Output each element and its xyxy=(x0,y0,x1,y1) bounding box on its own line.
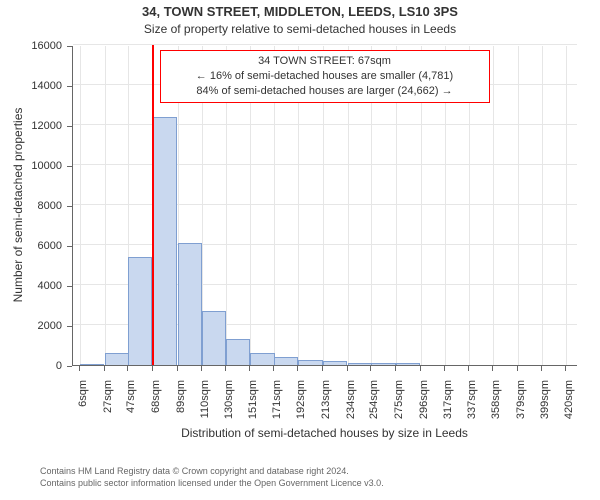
x-tick-mark xyxy=(79,366,80,371)
gridline-v xyxy=(566,46,567,365)
y-tick-mark xyxy=(67,86,72,87)
y-tick-mark xyxy=(67,366,72,367)
x-tick-label: 399sqm xyxy=(539,380,551,480)
x-tick-label: 296sqm xyxy=(418,380,430,480)
x-tick-label: 275sqm xyxy=(393,380,405,480)
x-tick-mark xyxy=(152,366,153,371)
y-tick-label: 10000 xyxy=(0,160,62,172)
x-tick-mark xyxy=(273,366,274,371)
y-tick-mark xyxy=(67,286,72,287)
x-tick-label: 379sqm xyxy=(515,380,527,480)
y-tick-label: 2000 xyxy=(0,320,62,332)
gridline-h xyxy=(73,124,577,125)
histogram-bar xyxy=(298,360,322,365)
gridline-h xyxy=(73,164,577,165)
histogram-bar xyxy=(371,363,395,365)
x-tick-mark xyxy=(541,366,542,371)
x-tick-label: 6sqm xyxy=(77,380,89,480)
histogram-bar xyxy=(105,353,129,365)
x-tick-mark xyxy=(127,366,128,371)
x-tick-label: 234sqm xyxy=(345,380,357,480)
y-tick-mark xyxy=(67,166,72,167)
histogram-bar xyxy=(396,363,420,365)
x-tick-mark xyxy=(565,366,566,371)
footer-line-2: Contains public sector information licen… xyxy=(40,478,384,490)
annotation-line-2: ← 16% of semi-detached houses are smalle… xyxy=(167,69,483,84)
x-tick-mark xyxy=(517,366,518,371)
x-tick-mark xyxy=(444,366,445,371)
chart-title: 34, TOWN STREET, MIDDLETON, LEEDS, LS10 … xyxy=(0,4,600,20)
footer-line-1: Contains HM Land Registry data © Crown c… xyxy=(40,466,384,478)
y-tick-mark xyxy=(67,126,72,127)
x-tick-label: 68sqm xyxy=(150,380,162,480)
marker-line xyxy=(152,45,154,365)
x-tick-label: 171sqm xyxy=(271,380,283,480)
histogram-bar xyxy=(250,353,274,365)
y-tick-label: 16000 xyxy=(0,40,62,52)
y-tick-label: 14000 xyxy=(0,80,62,92)
y-tick-label: 4000 xyxy=(0,280,62,292)
y-tick-label: 8000 xyxy=(0,200,62,212)
y-tick-label: 0 xyxy=(0,360,62,372)
gridline-v xyxy=(542,46,543,365)
x-tick-mark xyxy=(297,366,298,371)
x-tick-label: 213sqm xyxy=(320,380,332,480)
histogram-bar xyxy=(153,117,177,365)
histogram-bar xyxy=(128,257,152,365)
x-tick-label: 317sqm xyxy=(442,380,454,480)
footer: Contains HM Land Registry data © Crown c… xyxy=(40,466,384,489)
x-tick-label: 151sqm xyxy=(247,380,259,480)
annotation-line-1: 34 TOWN STREET: 67sqm xyxy=(167,54,483,69)
x-tick-mark xyxy=(177,366,178,371)
gridline-v xyxy=(493,46,494,365)
histogram-bar xyxy=(80,364,104,365)
x-tick-label: 47sqm xyxy=(125,380,137,480)
histogram-bar xyxy=(323,361,347,365)
y-tick-mark xyxy=(67,46,72,47)
histogram-bar xyxy=(226,339,250,365)
x-tick-mark xyxy=(322,366,323,371)
x-tick-label: 27sqm xyxy=(102,380,114,480)
x-tick-mark xyxy=(104,366,105,371)
x-tick-mark xyxy=(420,366,421,371)
y-tick-mark xyxy=(67,206,72,207)
x-tick-mark xyxy=(468,366,469,371)
x-tick-mark xyxy=(225,366,226,371)
gridline-v xyxy=(105,46,106,365)
y-tick-label: 6000 xyxy=(0,240,62,252)
x-tick-label: 420sqm xyxy=(563,380,575,480)
x-tick-mark xyxy=(347,366,348,371)
x-tick-mark xyxy=(395,366,396,371)
histogram-bar xyxy=(348,363,372,365)
gridline-v xyxy=(518,46,519,365)
x-tick-mark xyxy=(249,366,250,371)
x-tick-mark xyxy=(201,366,202,371)
x-tick-mark xyxy=(492,366,493,371)
gridline-v xyxy=(80,46,81,365)
y-tick-mark xyxy=(67,326,72,327)
chart-container: 34, TOWN STREET, MIDDLETON, LEEDS, LS10 … xyxy=(0,0,600,500)
x-tick-label: 254sqm xyxy=(368,380,380,480)
x-tick-label: 130sqm xyxy=(223,380,235,480)
x-tick-label: 89sqm xyxy=(175,380,187,480)
gridline-h xyxy=(73,244,577,245)
histogram-bar xyxy=(274,357,298,365)
histogram-bar xyxy=(202,311,226,365)
x-tick-label: 110sqm xyxy=(199,380,211,480)
x-tick-label: 337sqm xyxy=(466,380,478,480)
x-tick-mark xyxy=(370,366,371,371)
x-tick-label: 192sqm xyxy=(295,380,307,480)
histogram-bar xyxy=(178,243,202,365)
gridline-h xyxy=(73,204,577,205)
x-tick-label: 358sqm xyxy=(490,380,502,480)
annotation-line-3: 84% of semi-detached houses are larger (… xyxy=(167,84,483,99)
y-tick-label: 12000 xyxy=(0,120,62,132)
annotation-box: 34 TOWN STREET: 67sqm ← 16% of semi-deta… xyxy=(160,50,490,103)
chart-subtitle: Size of property relative to semi-detach… xyxy=(0,22,600,37)
gridline-h xyxy=(73,44,577,45)
y-tick-mark xyxy=(67,246,72,247)
